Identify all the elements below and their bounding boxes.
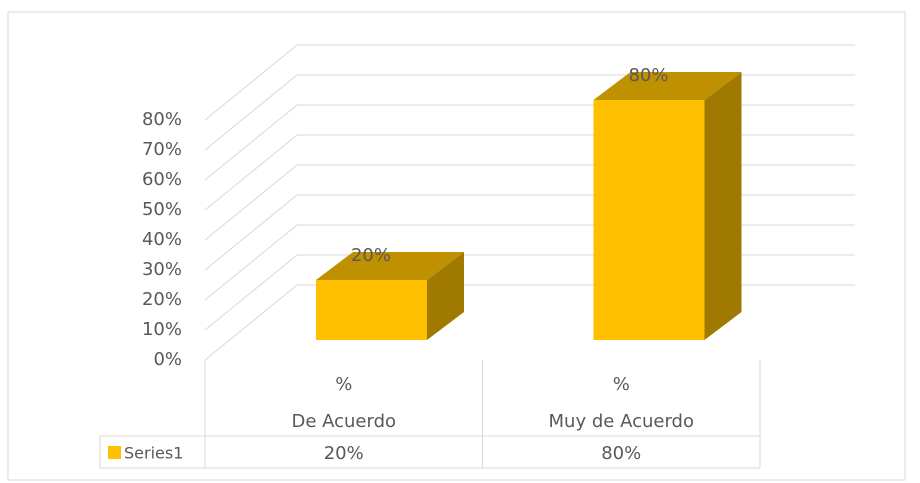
y-tick-label: 70% [142,139,182,160]
grid-line [204,44,855,121]
y-tick-label: 0% [153,349,182,370]
bar-front [593,100,705,340]
x-tick-label: Muy de Acuerdo [549,411,694,432]
legend-label: Series1 [124,444,183,463]
table-value: 20% [324,443,364,464]
bar-front [316,280,427,340]
y-tick-label: 60% [142,169,182,190]
bar-side [427,252,464,340]
y-tick-label: 80% [142,109,182,130]
y-tick-label: 10% [142,319,182,340]
y-tick-label: 50% [142,199,182,220]
data-label: 80% [628,65,668,86]
bar-top [316,252,464,280]
bar-side [704,72,742,340]
chart-border [7,11,906,481]
y-tick-label: 40% [142,229,182,250]
x-tick-sublabel: % [613,374,630,395]
x-tick-sublabel: % [335,374,352,395]
y-tick-label: 20% [142,289,182,310]
x-tick-label: De Acuerdo [291,411,396,432]
table-value: 80% [601,443,641,464]
y-tick-label: 30% [142,259,182,280]
bar-top [593,72,742,100]
legend-key [108,446,121,459]
data-label: 20% [351,245,391,266]
